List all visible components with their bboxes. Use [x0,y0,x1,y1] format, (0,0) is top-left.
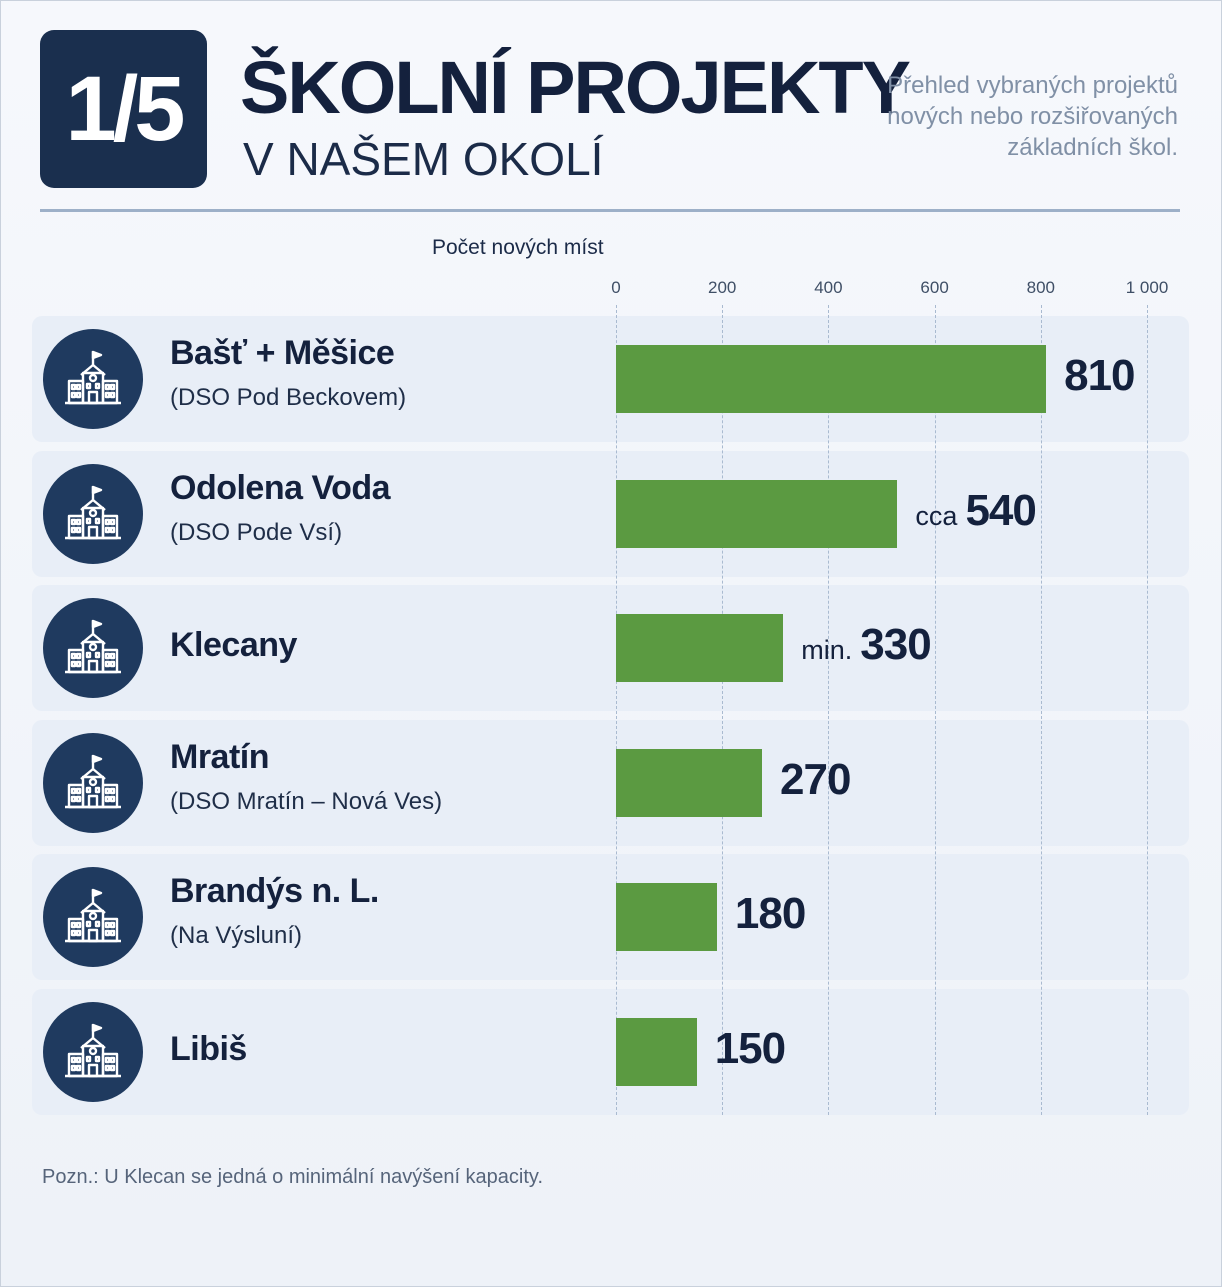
school-row [32,720,1189,846]
x-tick-label: 800 [1026,278,1055,297]
x-tick-label: 600 [920,278,949,297]
school-name: Brandýs n. L. [170,872,379,910]
school-location: (DSO Mratín – Nová Ves) [170,788,443,815]
x-tick-label: 1 000 [1125,278,1169,297]
page-description: Přehled vybraných projektů nových nebo r… [887,72,1178,161]
page-subtitle: V NAŠEM OKOLÍ [243,133,604,185]
footnote: Pozn.: U Klecan se jedná o minimální nav… [42,1166,543,1188]
page-title: ŠKOLNÍ PROJEKTY [240,46,911,129]
value-label: min. 330 [801,620,931,670]
bar [616,883,717,951]
value-number: 330 [860,620,931,669]
school-location: (DSO Pod Beckovem) [170,384,407,411]
school-building-icon [43,1002,143,1102]
value-label: 180 [734,889,806,939]
value-number: 180 [734,889,806,938]
value-number: 540 [965,486,1036,535]
school-building-icon [43,733,143,833]
school-row [32,451,1189,577]
bar [616,345,1047,413]
gridline [828,305,830,1115]
x-tick-label: 400 [814,278,843,297]
gridline [722,305,724,1115]
school-building-icon [43,329,143,429]
bar [616,749,763,817]
school-name: Odolena Voda [170,469,391,507]
value-number: 150 [714,1024,786,1073]
school-name: Bašť + Měšice [170,334,395,372]
school-name: Klecany [170,626,297,664]
bar [616,480,898,548]
x-axis-title: Počet nových míst [432,236,604,259]
page-badge: 1/5 [40,30,207,188]
school-row [32,989,1189,1115]
bar [616,1018,697,1086]
x-tick-label: 200 [708,278,737,297]
school-name: Mratín [170,738,270,776]
gridline [1040,305,1042,1115]
value-label: 150 [714,1024,786,1074]
value-number: 810 [1064,351,1135,400]
school-building-icon [43,598,143,698]
value-prefix: min. [801,635,853,665]
school-building-icon [43,464,143,564]
school-row [32,585,1189,711]
school-row [32,854,1189,980]
value-prefix: cca [915,501,958,531]
header-divider [40,209,1180,212]
x-tick-label: 0 [611,278,621,297]
school-location: (Na Výsluní) [170,922,303,949]
school-building-icon [43,867,143,967]
gridline [616,305,617,1115]
value-label: 270 [780,755,851,805]
value-number: 270 [780,755,851,804]
gridline [1147,305,1148,1115]
gridline [934,305,936,1115]
value-label: 810 [1064,351,1135,401]
bar [616,614,784,682]
value-label: cca 540 [915,486,1036,536]
school-name: Libiš [170,1030,247,1068]
school-location: (DSO Pode Vsí) [170,519,343,546]
